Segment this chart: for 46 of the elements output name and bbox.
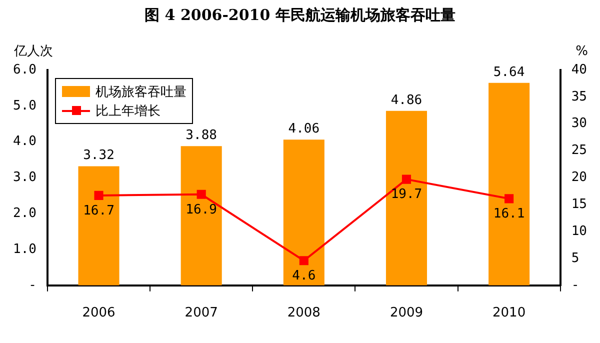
y2-tick-label: 10 (571, 224, 588, 239)
y-tick-label: 3.0 (12, 170, 36, 186)
y2-tick-label: 20 (571, 170, 588, 186)
chart-title: 图 4 2006-2010 年民航运输机场旅客吞吐量 (144, 6, 456, 25)
y2-tick-label: 30 (571, 116, 588, 132)
data-label: 3.88 (186, 128, 217, 143)
x-tick-label: 2008 (287, 306, 320, 321)
data-label: 5.64 (493, 64, 525, 80)
bar (180, 146, 222, 286)
y2-tick-label: 25 (571, 143, 588, 158)
y-tick-label: 5.0 (12, 98, 36, 114)
data-label: 4.6 (292, 268, 316, 284)
bar (78, 166, 120, 286)
y-tick-label: 1.0 (12, 242, 36, 257)
y-tick-label: - (28, 278, 36, 293)
y2-tick-label: 35 (571, 89, 588, 104)
point (504, 194, 514, 204)
point (94, 190, 104, 200)
x-tick-label: 2010 (492, 306, 526, 321)
point (299, 256, 308, 266)
legend-label: 机场旅客吞吐量 (95, 84, 186, 100)
data-label: 16.1 (493, 206, 525, 222)
data-label: 16.7 (83, 203, 114, 218)
data-label: 3.32 (83, 148, 114, 164)
y2-tick-label: 40 (571, 62, 588, 78)
bar (283, 140, 324, 286)
data-label: 4.06 (288, 122, 320, 137)
y2-tick-label: - (571, 278, 580, 293)
data-label: 4.86 (390, 92, 422, 108)
y2-tick-label: 15 (571, 197, 588, 212)
point (196, 190, 206, 199)
y-tick-label: 4.0 (12, 134, 36, 150)
bar (488, 82, 530, 286)
y-tick-label: 6.0 (12, 62, 36, 78)
y-axis-title: 亿人次 (13, 44, 53, 59)
y2-axis-title: % (576, 44, 588, 59)
y2-tick-label: 5 (571, 250, 580, 266)
y-tick-label: 2.0 (12, 206, 36, 221)
x-tick-label: 2009 (390, 306, 424, 321)
bar (386, 110, 427, 286)
data-label: 19.7 (390, 187, 422, 202)
data-label: 16.9 (186, 202, 217, 218)
legend-label: 比上年增长 (95, 102, 160, 120)
x-tick-label: 2007 (184, 306, 218, 321)
x-tick-label: 2006 (82, 306, 116, 321)
point (402, 174, 412, 184)
